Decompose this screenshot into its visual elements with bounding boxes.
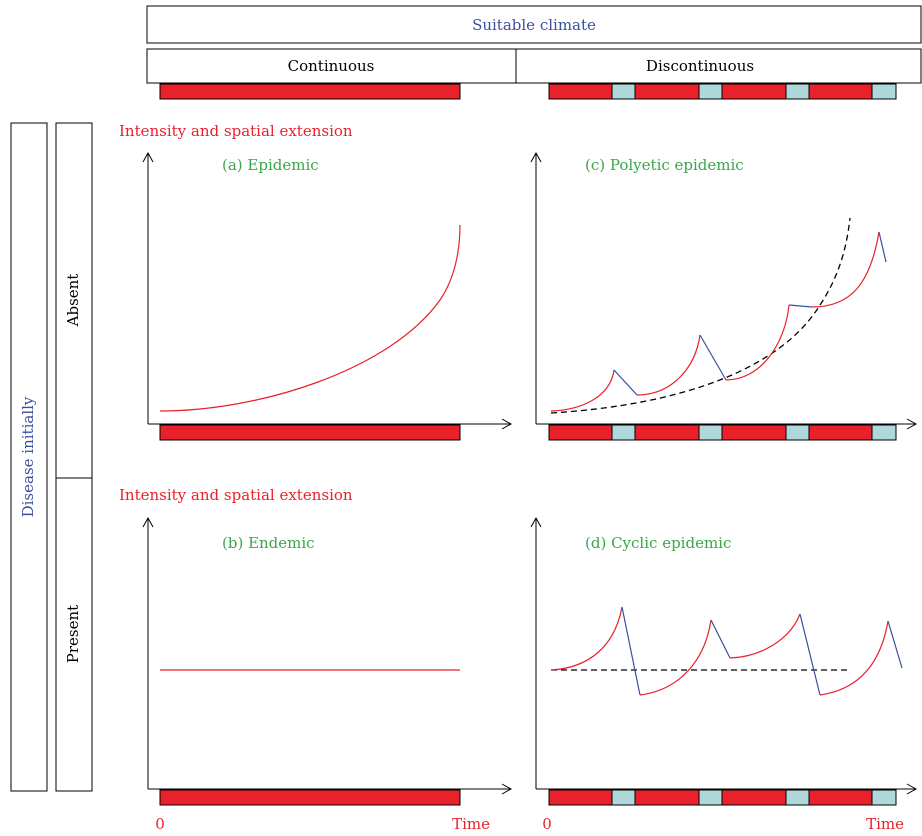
y-axis-label-bottom: Intensity and spatial extension: [119, 486, 353, 504]
disease-initially-box: [10, 122, 48, 792]
panel-d-title: (d) Cyclic epidemic: [585, 534, 731, 552]
discontinuous-label: Discontinuous: [646, 57, 754, 75]
panel-a-epidemic: (a) Epidemic: [142, 151, 513, 441]
panel-c-decline-segments: [613, 231, 887, 396]
panel-c-climate-bar-segment-unsuitable: [611, 424, 636, 441]
discontinuous-climate-bar-segment-suitable: [808, 83, 873, 100]
absent-label: Absent: [64, 274, 82, 328]
present-box: [55, 477, 93, 792]
panel-b-x-end: Time: [452, 815, 490, 833]
discontinuous-box: [515, 48, 922, 84]
discontinuous-climate-bar-segment-unsuitable: [871, 83, 897, 100]
panel-c-trend-curve: [550, 217, 851, 414]
panel-d-climate-bar-segment-suitable: [548, 789, 613, 806]
panel-d-climate-bar-segment-suitable: [634, 789, 700, 806]
discontinuous-climate-bar-segment-unsuitable: [611, 83, 636, 100]
row-labels: Disease initially Absent Present: [10, 122, 93, 792]
panel-c-climate-bar: [548, 424, 897, 441]
panel-d-climate-bar-segment-unsuitable: [698, 789, 723, 806]
discontinuous-climate-bar-segment-suitable: [721, 83, 787, 100]
panel-a-epidemic-curve: [159, 224, 461, 412]
suitable-climate-box: [146, 5, 922, 44]
continuous-label: Continuous: [288, 57, 375, 75]
panel-c-climate-bar-segment-suitable: [634, 424, 700, 441]
panel-c-polyetic: (c) Polyetic epidemic: [530, 151, 918, 441]
panel-d-x-origin: 0: [542, 815, 552, 833]
discontinuous-climate-bar-segment-unsuitable: [785, 83, 810, 100]
panel-d-climate-bar-segment-unsuitable: [871, 789, 897, 806]
panel-d-cyclic: (d) Cyclic epidemic 0 Time: [530, 516, 918, 833]
header: Suitable climate Continuous Discontinuou…: [146, 5, 922, 100]
panel-b-climate-bar: [159, 789, 461, 806]
discontinuous-climate-bar: [548, 83, 897, 100]
panel-d-climate-bar-segment-suitable: [721, 789, 787, 806]
panel-d-climate-bar-segment-suitable: [808, 789, 873, 806]
panel-c-climate-bar-segment-unsuitable: [785, 424, 810, 441]
panel-a-climate-bar: [159, 424, 461, 441]
disease-initially-label: Disease initially: [19, 396, 37, 517]
panel-d-climate-bar-segment-unsuitable: [785, 789, 810, 806]
panel-c-climate-bar-segment-unsuitable: [698, 424, 723, 441]
panel-c-climate-bar-segment-unsuitable: [871, 424, 897, 441]
panel-c-climate-bar-segment-suitable: [721, 424, 787, 441]
panel-c-growth-curves: [550, 231, 880, 412]
panel-b-endemic: (b) Endemic 0 Time: [142, 516, 513, 833]
panel-a-title: (a) Epidemic: [222, 156, 319, 174]
continuous-box: [146, 48, 517, 84]
panel-b-x-origin: 0: [155, 815, 165, 833]
panel-d-climate-bar: [548, 789, 897, 806]
panel-d-decline-segments: [621, 606, 903, 696]
panel-b-title: (b) Endemic: [222, 534, 315, 552]
discontinuous-climate-bar-segment-unsuitable: [698, 83, 723, 100]
panel-c-title: (c) Polyetic epidemic: [585, 156, 744, 174]
y-axis-label-top: Intensity and spatial extension: [119, 122, 353, 140]
continuous-climate-bar: [159, 83, 461, 100]
discontinuous-climate-bar-segment-suitable: [548, 83, 613, 100]
suitable-climate-label: Suitable climate: [472, 16, 596, 34]
panel-d-climate-bar-segment-unsuitable: [611, 789, 636, 806]
panel-d-growth-curves: [550, 606, 889, 696]
panel-d-x-end: Time: [866, 815, 904, 833]
panel-c-climate-bar-segment-suitable: [808, 424, 873, 441]
discontinuous-climate-bar-segment-suitable: [634, 83, 700, 100]
present-label: Present: [64, 605, 82, 663]
panel-c-climate-bar-segment-suitable: [548, 424, 613, 441]
